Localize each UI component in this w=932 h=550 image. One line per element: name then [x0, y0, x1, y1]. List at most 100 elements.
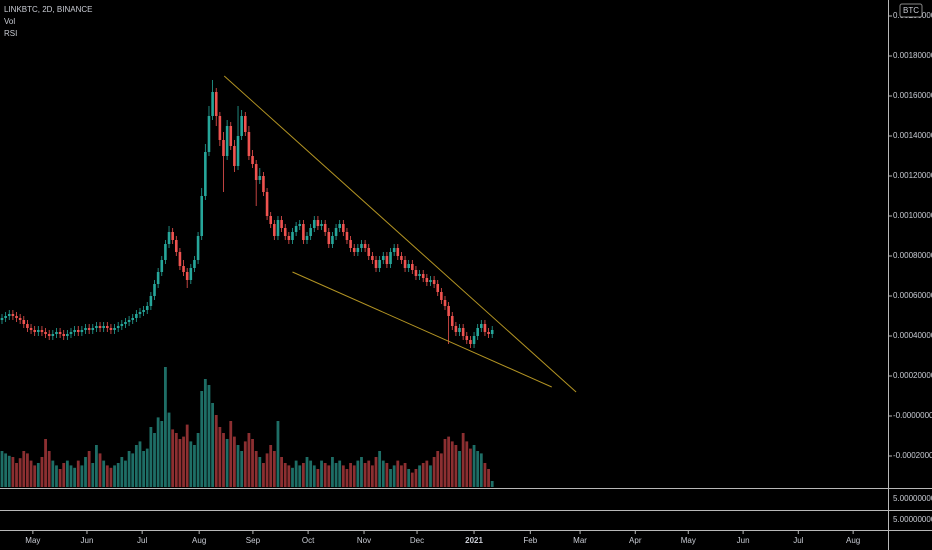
- candle-body: [200, 196, 204, 236]
- volume-bar: [22, 451, 26, 487]
- candle-body: [55, 332, 58, 334]
- candle-body: [483, 324, 487, 332]
- volume-bar: [4, 453, 8, 487]
- volume-bar: [298, 465, 302, 487]
- x-tick-label: Nov: [357, 536, 371, 545]
- candle-body: [214, 92, 218, 116]
- candle-body: [22, 320, 26, 324]
- volume-bar: [91, 463, 95, 487]
- candle-body: [360, 244, 363, 248]
- candle-body: [414, 270, 418, 276]
- x-tick-label: Mar: [573, 536, 587, 545]
- volume-bar: [95, 445, 98, 487]
- volume-bar: [345, 469, 349, 487]
- volume-bar: [389, 469, 392, 487]
- volume-bar: [370, 465, 374, 487]
- x-tick-label: Aug: [846, 536, 860, 545]
- candle-body: [302, 224, 305, 240]
- candle-body: [490, 330, 494, 334]
- volume-bar: [7, 455, 11, 487]
- volume-bar: [18, 458, 22, 487]
- y-tick-label: 0.00180000: [893, 51, 932, 60]
- x-tick-label: Dec: [410, 536, 424, 545]
- y-tick-label: 0.00020000: [893, 371, 932, 380]
- x-tick-label: 2021: [465, 536, 483, 545]
- volume-bar: [287, 465, 291, 487]
- volume-bar: [109, 467, 113, 487]
- volume-bar: [149, 427, 153, 487]
- volume-bar: [98, 453, 102, 487]
- x-tick-label: Jun: [81, 536, 94, 545]
- candle-body: [69, 332, 73, 334]
- candle-body: [156, 272, 160, 284]
- candle-body: [37, 330, 40, 332]
- volume-bar: [153, 433, 156, 487]
- volume-bar: [33, 465, 37, 487]
- volume-bar: [331, 457, 334, 487]
- candle-body: [440, 292, 443, 300]
- symbol-label: LINKBTC, 2D, BINANCE: [4, 5, 92, 14]
- candle-body: [400, 256, 403, 260]
- candle-body: [211, 92, 214, 116]
- candle-body: [254, 164, 258, 180]
- candle-body: [131, 318, 135, 320]
- candle-body: [120, 324, 124, 326]
- volume-bar: [283, 463, 287, 487]
- candle-body: [309, 228, 312, 236]
- volume-bar: [145, 448, 149, 487]
- volume-bar: [254, 451, 258, 487]
- volume-bar: [421, 463, 425, 487]
- x-tick-label: Feb: [523, 536, 537, 545]
- candle-body: [66, 334, 69, 336]
- volume-bar: [47, 451, 51, 487]
- volume-bar: [251, 439, 254, 487]
- candle-body: [18, 318, 22, 320]
- candle-body: [480, 324, 483, 328]
- y-tick-label: 0.00040000: [893, 331, 932, 340]
- volume-bar: [73, 467, 77, 487]
- candle-body: [280, 220, 283, 228]
- volume-bar: [367, 460, 371, 487]
- volume-bar: [124, 460, 127, 487]
- candle-body: [160, 260, 164, 272]
- y-tick-label: 0.00080000: [893, 251, 932, 260]
- volume-bar: [400, 465, 403, 487]
- volume-bar: [385, 463, 389, 487]
- candle-body: [323, 224, 327, 232]
- candle-body: [62, 334, 66, 336]
- volume-bar: [360, 457, 363, 487]
- candle-body: [164, 244, 167, 260]
- volume-bar: [469, 448, 472, 487]
- currency-badge[interactable]: [899, 3, 923, 18]
- trendline: [292, 271, 552, 388]
- trendline: [223, 75, 577, 393]
- volume-bar: [236, 445, 240, 487]
- volume-bar: [163, 367, 167, 487]
- candle-body: [7, 314, 11, 316]
- x-tick-label: Jun: [737, 536, 750, 545]
- indicator-label: Vol: [4, 17, 15, 26]
- candle-body: [29, 328, 33, 330]
- candle-body: [174, 240, 178, 252]
- volume-bar: [247, 433, 251, 487]
- candle-body: [265, 192, 269, 216]
- candle-body: [374, 260, 378, 268]
- volume-bar: [461, 433, 465, 487]
- volume-bar: [490, 481, 494, 487]
- candle-body: [167, 232, 171, 244]
- candle-body: [182, 266, 185, 272]
- currency-label: BTC: [903, 6, 919, 15]
- volume-bar: [138, 441, 142, 487]
- candle-body: [98, 326, 102, 328]
- volume-bar: [211, 403, 215, 487]
- candle-body: [425, 278, 429, 282]
- volume-bar: [276, 421, 280, 487]
- candle-body: [378, 260, 381, 268]
- volume-bar: [320, 460, 323, 487]
- volume-bar: [15, 463, 18, 487]
- candle-body: [334, 228, 338, 236]
- candle-body: [291, 232, 294, 240]
- candle-body: [109, 328, 113, 330]
- candle-body: [73, 330, 76, 332]
- y-tick-label: -0.00000000: [893, 411, 932, 420]
